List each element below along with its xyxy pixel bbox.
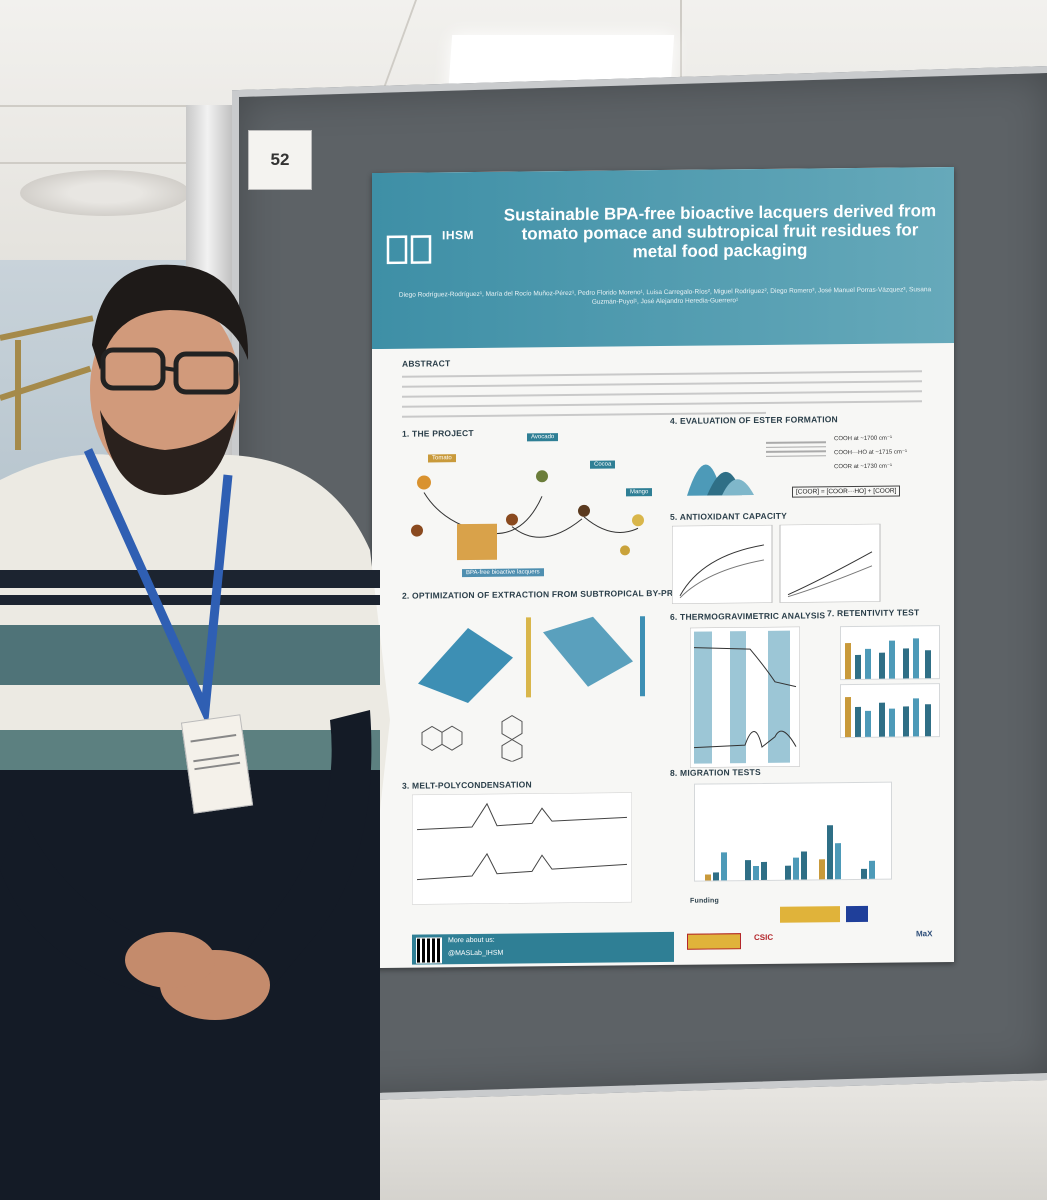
project-diagram [411,470,644,561]
tga-plots [690,626,800,768]
qr-code-icon [416,937,442,964]
more-about-us-text: More about us: [448,936,495,945]
spanish-government-logo [687,933,741,950]
ester-caption-lines [766,438,826,460]
response-surface-plots [418,616,645,704]
section-thermo-heading: 6. THERMOGRAVIMETRIC ANALYSIS [670,610,826,622]
ester-formula: [COOR] = [COOR···HO] + [COOR] [792,485,901,498]
ester-legend-1: COOH at ~1700 cm⁻¹ [834,435,893,443]
funding-heading: Funding [690,897,720,905]
retentivity-chart-1 [840,625,940,681]
name-badge [180,714,254,814]
section-retentivity-heading: 7. RETENTIVITY TEST [827,607,920,619]
ceiling-grid-line [680,0,682,80]
poster: IHSM Sustainable BPA-free bioactive lacq… [372,166,954,969]
institute-logo-text: IHSM [442,227,474,243]
poster-header: IHSM Sustainable BPA-free bioactive lacq… [372,166,954,350]
section-optimization-heading: 2. OPTIMIZATION OF EXTRACTION FROM SUBTR… [402,587,711,601]
social-handle: @MASLab_IHSM [448,949,504,958]
lacquers-label: BPA-free bioactive lacquers [462,568,544,578]
section-melt-heading: 3. MELT-POLYCONDENSATION [402,779,532,791]
abstract-text-lines [402,365,922,418]
ester-peak-plot [687,464,754,496]
avocado-label: Avocado [527,433,559,442]
section-antioxidant-heading: 5. ANTIOXIDANT CAPACITY [670,510,787,522]
stair-post [15,340,21,450]
ministry-logo [780,906,840,923]
board-number: 52 [248,130,312,190]
poster-footer: More about us: @MASLab_IHSM [412,931,674,965]
ester-legend-2: COOH···HO at ~1715 cm⁻¹ [834,449,908,457]
section-project-heading: 1. THE PROJECT [402,427,474,439]
molecule-structures [421,714,523,763]
antioxidant-plots [672,523,881,604]
poster-title: Sustainable BPA-free bioactive lacquers … [503,201,937,262]
abstract-heading: ABSTRACT [402,358,451,369]
presenter-person [0,264,390,1200]
max-logo: MaX [916,929,933,939]
retentivity-chart-2 [840,683,940,739]
migration-chart [694,781,892,882]
section-migration-heading: 8. MIGRATION TESTS [670,766,761,778]
poster-authors: Diego Rodríguez-Rodríguez¹, María del Ro… [398,286,932,306]
ceiling-vent [20,170,190,216]
infrared-spectra [412,792,632,905]
eu-flag-logo [846,905,868,923]
institute-logo-icon [386,235,432,265]
ester-legend-3: COOR at ~1730 cm⁻¹ [834,463,893,471]
csic-logo: CSIC [754,932,774,943]
section-ester-heading: 4. EVALUATION OF ESTER FORMATION [670,414,838,426]
